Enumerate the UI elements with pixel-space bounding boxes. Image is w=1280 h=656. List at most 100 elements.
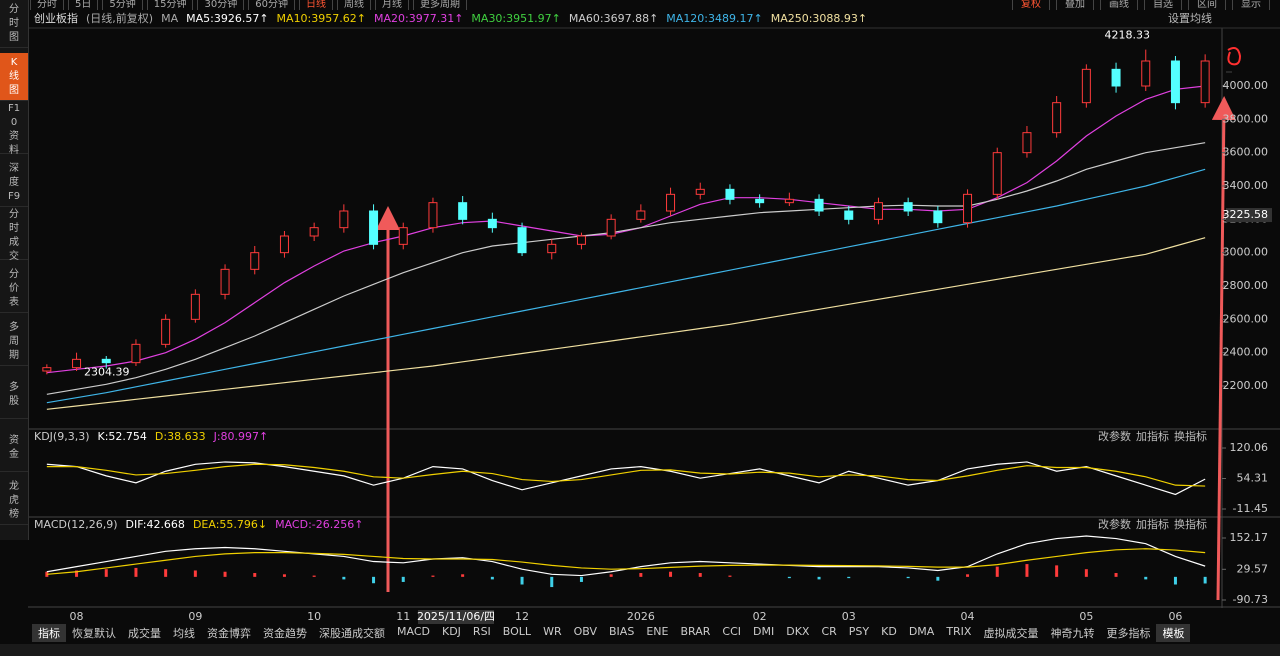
indicator-tab[interactable]: 模板 [1156, 624, 1191, 642]
ma-readout: MA5:3926.57↑ [186, 12, 268, 25]
candle-body [369, 210, 379, 245]
side-tab[interactable]: 分时图 [0, 0, 28, 48]
side-tab[interactable]: F10资料 [0, 103, 28, 156]
indicator-tab[interactable]: TRIX [946, 625, 972, 638]
macd-bar [1114, 573, 1118, 577]
indicator-readout: DIF:42.668 [126, 518, 185, 531]
y-tick-label: 4000.00 [1223, 79, 1269, 92]
macd-bar [253, 573, 257, 577]
candle-body [636, 210, 646, 220]
macd-bar [104, 569, 108, 577]
side-tab[interactable]: 龙虎榜 [0, 477, 28, 525]
macd-bar [461, 574, 465, 577]
indicator-tab[interactable]: WR [543, 625, 562, 638]
pane-action[interactable]: 换指标 [1174, 429, 1207, 443]
indicator-tab[interactable]: 恢复默认 [72, 627, 116, 640]
indicator-tab[interactable]: KD [881, 625, 897, 638]
y-tick-label: 2400.00 [1223, 346, 1269, 359]
candle-body [903, 202, 913, 212]
candle-body [72, 358, 82, 369]
candle-body [814, 198, 824, 212]
candle-body [487, 218, 497, 229]
macd-bar [579, 576, 583, 582]
indicator-tab[interactable]: CCI [722, 625, 741, 638]
indicator-tab[interactable]: 成交量 [128, 627, 161, 640]
chart-bg [28, 10, 1280, 642]
indicator-tab[interactable]: 更多指标 [1106, 627, 1151, 640]
side-tab[interactable]: 资金 [0, 424, 28, 472]
indicator-tab[interactable]: DMI [753, 625, 775, 638]
indicator-tab[interactable]: 资金趋势 [263, 627, 307, 640]
indicator-tab[interactable]: RSI [472, 625, 491, 638]
macd-bar [847, 576, 851, 579]
indicator-tab[interactable]: 指标 [32, 624, 66, 642]
candle-body [428, 202, 438, 229]
x-tick-label: 12 [515, 610, 529, 623]
indicator-tab[interactable]: 均线 [173, 627, 195, 640]
indicator-tab[interactable]: OBV [573, 625, 598, 638]
candle-body [131, 343, 141, 364]
indicator-tab[interactable]: 深股通成交额 [319, 627, 385, 640]
indicator-tab[interactable]: DKX [786, 625, 810, 638]
indicator-title: MACD(12,26,9) [34, 518, 118, 531]
indicator-tab[interactable]: ENE [646, 625, 669, 638]
candle-body [1052, 102, 1062, 134]
indicator-line [46, 463, 1206, 487]
candle-body [695, 188, 705, 195]
status-bar [0, 644, 1280, 656]
pane-action[interactable]: 改参数 [1098, 517, 1131, 531]
pane-action[interactable]: 加指标 [1136, 429, 1169, 443]
candle-body [1111, 68, 1121, 87]
indicator-tab[interactable]: BOLL [502, 625, 532, 638]
indicator-tab[interactable]: 神奇九转 [1050, 627, 1095, 640]
arrow [1211, 96, 1236, 601]
indicator-tab[interactable]: 虚拟成交量 [983, 627, 1039, 640]
ma-readout: MA60:3697.88↑ [569, 12, 658, 25]
candle-body [309, 227, 319, 237]
indicator-tab[interactable]: CR [821, 625, 837, 638]
indicator-tab[interactable]: 资金博弈 [207, 627, 251, 640]
macd-bar [698, 573, 702, 577]
macd-bar [1144, 576, 1148, 580]
y-tick-label: 3800.00 [1223, 112, 1269, 125]
x-tick-label: 05 [1079, 610, 1093, 623]
indicator-title: KDJ(9,3,3) [34, 430, 90, 443]
indicator-tab[interactable]: KDJ [441, 625, 461, 638]
indicator-tab[interactable]: PSY [848, 625, 870, 638]
x-tick-label: 03 [842, 610, 856, 623]
candle-body [42, 367, 52, 372]
y-tick-label: 54.31 [1237, 472, 1269, 485]
candle-body [279, 235, 289, 254]
indicator-tab[interactable]: DMA [908, 625, 935, 638]
indicator-tab[interactable]: BIAS [609, 625, 635, 638]
pane-action[interactable]: 改参数 [1098, 429, 1131, 443]
macd-bar [728, 575, 732, 577]
ma-readout: MA10:3957.62↑ [277, 12, 366, 25]
candle-body [755, 198, 765, 204]
cursor-date-bg [418, 610, 494, 624]
indicator-line [46, 548, 1206, 575]
pane-action[interactable]: 换指标 [1174, 517, 1207, 531]
side-tab[interactable]: K线图 [0, 53, 28, 101]
side-tab[interactable]: 多股 [0, 371, 28, 419]
side-tab[interactable]: 分价表 [0, 265, 28, 313]
side-tab[interactable]: 分时成交 [0, 209, 28, 262]
side-tab[interactable]: 深度F9 [0, 159, 28, 207]
pane-action[interactable]: 加指标 [1136, 517, 1169, 531]
macd-bar [1084, 569, 1088, 577]
candle-body [873, 202, 883, 220]
ma-line [46, 237, 1206, 410]
macd-bar [1173, 576, 1177, 585]
macd-bar [966, 574, 970, 577]
candle-body [784, 198, 794, 204]
side-tab[interactable]: 多周期 [0, 318, 28, 366]
cursor-date: 2025/11/06/四 [417, 610, 495, 623]
indicator-tab[interactable]: MACD [397, 625, 430, 638]
settings-button[interactable]: 设置均线 [1168, 11, 1212, 25]
indicator-tab[interactable]: BRAR [680, 625, 711, 638]
y-tick-label: 2200.00 [1223, 379, 1269, 392]
macd-bar [431, 575, 435, 577]
candle-body [547, 243, 557, 254]
x-tick-label: 04 [961, 610, 975, 623]
